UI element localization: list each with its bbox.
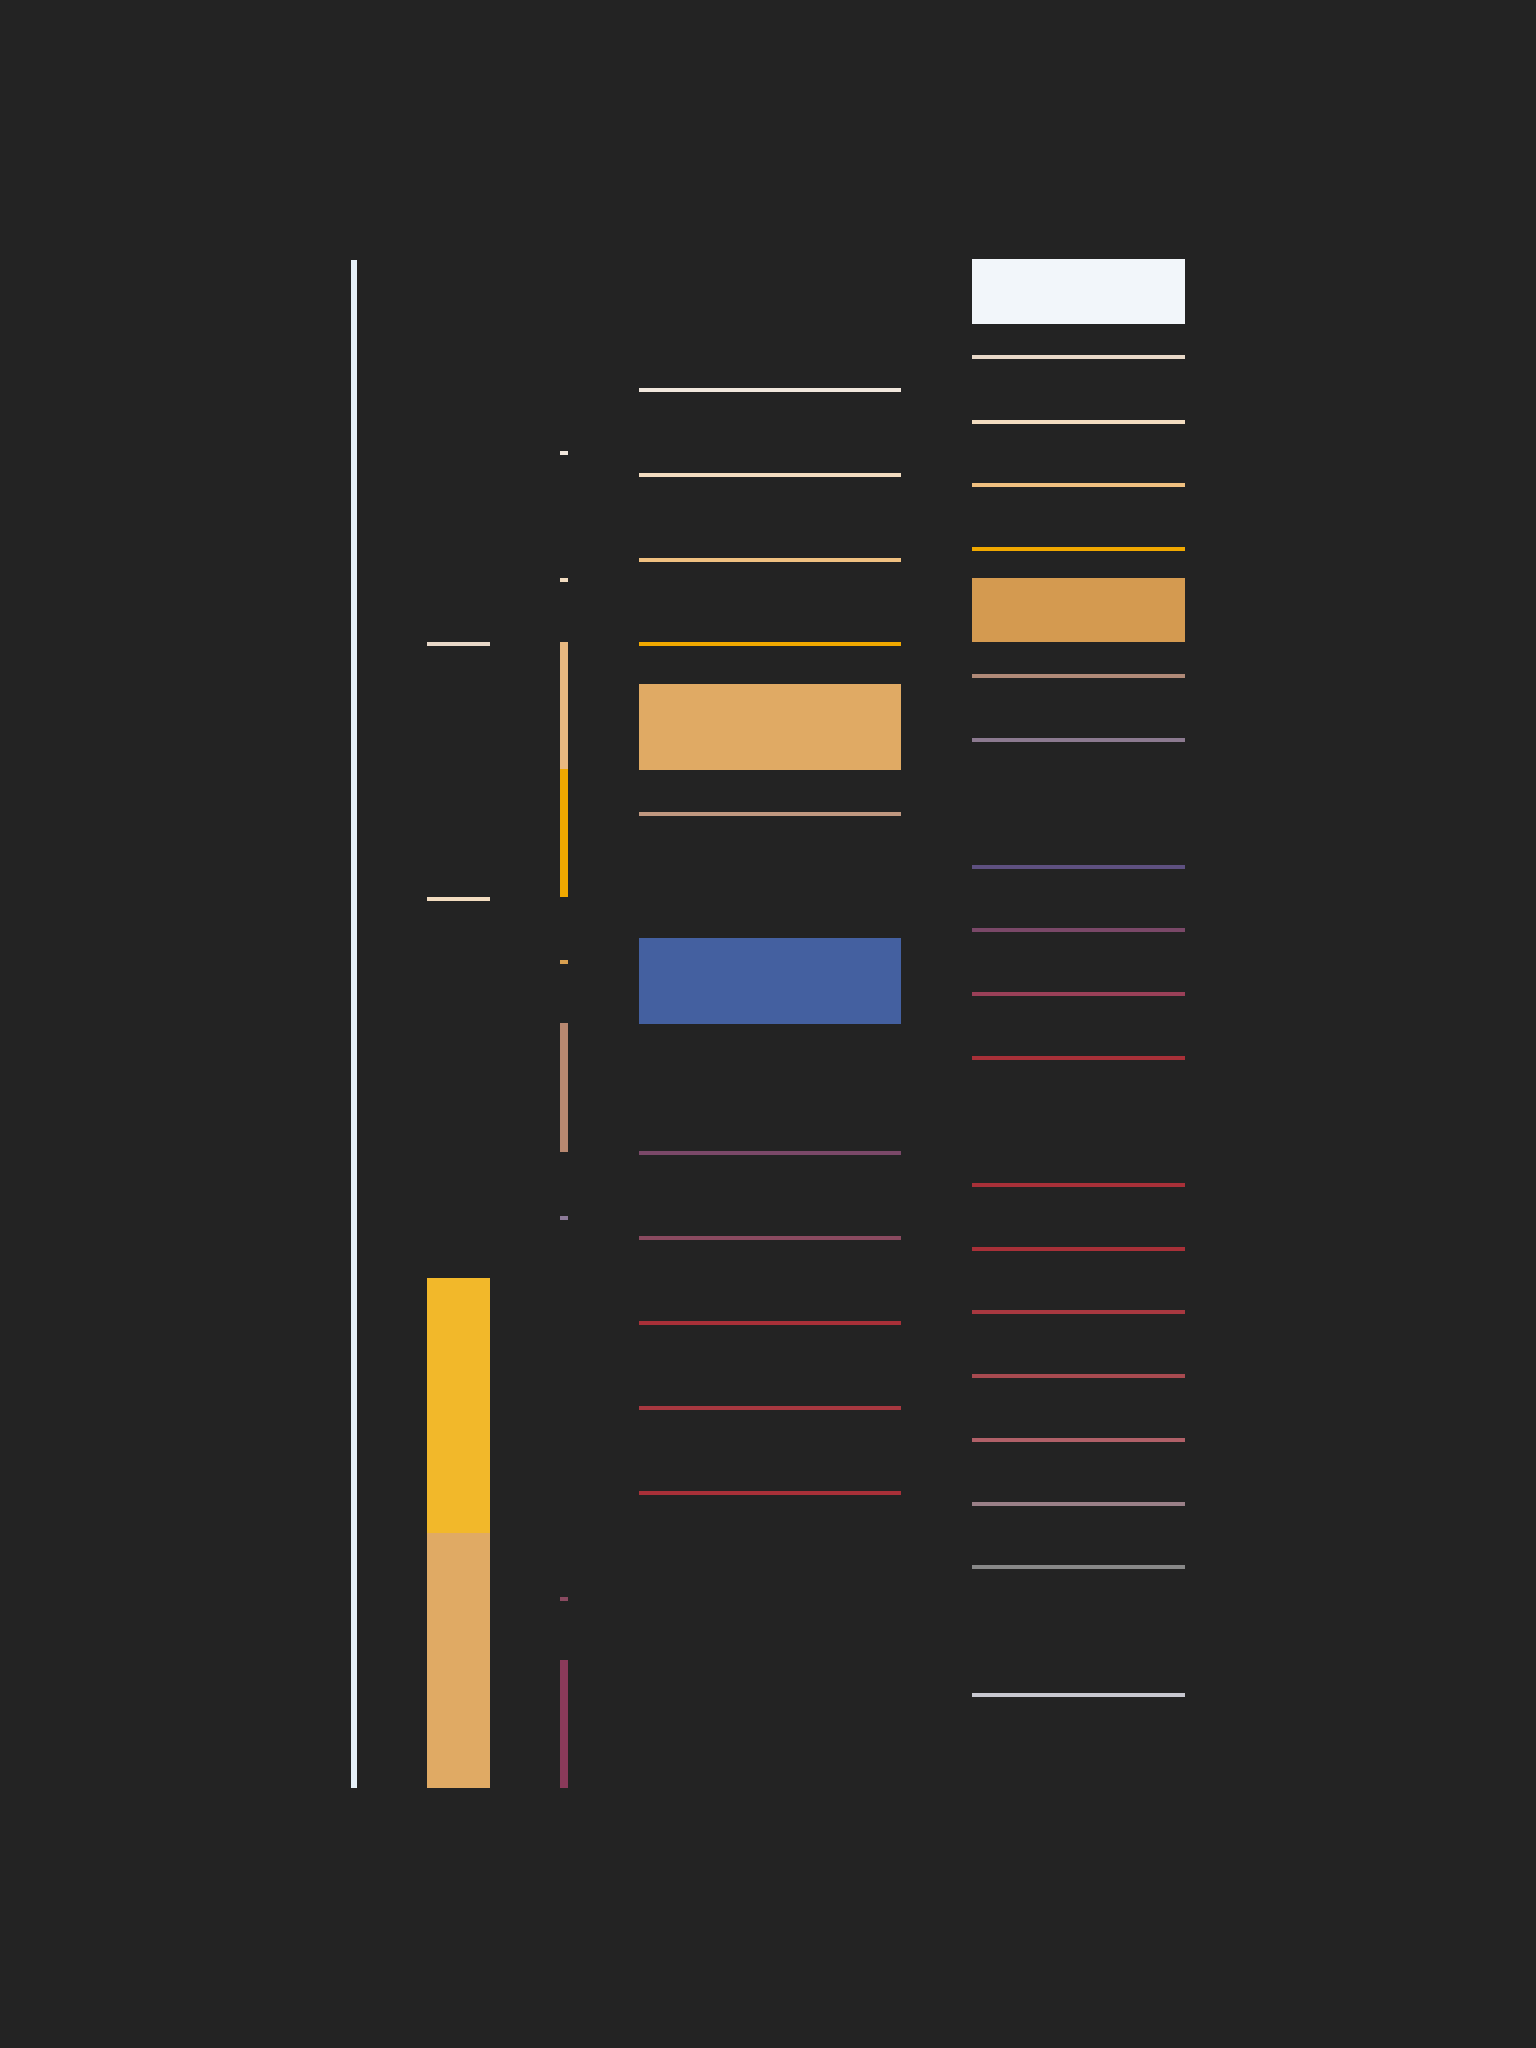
stripe bbox=[972, 738, 1185, 742]
stripe bbox=[972, 928, 1185, 932]
sand-rectangle bbox=[639, 684, 901, 770]
stripe bbox=[639, 1321, 901, 1325]
stripe bbox=[972, 547, 1185, 551]
stripe bbox=[639, 473, 901, 477]
stripe bbox=[639, 1406, 901, 1410]
thin-bar bbox=[560, 769, 568, 897]
stripe bbox=[639, 558, 901, 562]
thin-bar bbox=[560, 642, 568, 769]
tick-mark bbox=[560, 1216, 568, 1220]
stripe bbox=[972, 1374, 1185, 1378]
stripe bbox=[972, 865, 1185, 869]
stripe bbox=[972, 483, 1185, 487]
stripe bbox=[639, 642, 901, 646]
stripe bbox=[972, 1565, 1185, 1569]
stripe bbox=[972, 355, 1185, 359]
ochre-rectangle bbox=[972, 578, 1185, 642]
tick-mark bbox=[560, 451, 568, 455]
stripe bbox=[972, 420, 1185, 424]
tick-mark bbox=[560, 578, 568, 582]
stripe bbox=[972, 1693, 1185, 1697]
tick-mark bbox=[560, 1597, 568, 1601]
blue-rectangle bbox=[639, 938, 901, 1024]
stripe bbox=[972, 1056, 1185, 1060]
short-line bbox=[427, 897, 490, 901]
stripe bbox=[972, 1310, 1185, 1314]
stripe bbox=[972, 1438, 1185, 1442]
yellow-block bbox=[427, 1278, 490, 1533]
stripe bbox=[972, 1183, 1185, 1187]
tick-mark bbox=[560, 960, 568, 964]
stripe bbox=[972, 1502, 1185, 1506]
white-rectangle bbox=[972, 259, 1185, 324]
stripe bbox=[639, 1151, 901, 1155]
stripe bbox=[972, 992, 1185, 996]
stripe bbox=[639, 812, 901, 816]
stripe bbox=[639, 1491, 901, 1495]
vertical-line bbox=[351, 260, 357, 1788]
thin-bar bbox=[560, 1023, 568, 1152]
sand-block bbox=[427, 1533, 490, 1788]
stripe bbox=[639, 1236, 901, 1240]
stripe bbox=[639, 388, 901, 392]
stripe bbox=[972, 674, 1185, 678]
short-line bbox=[427, 642, 490, 646]
thin-bar bbox=[560, 1660, 568, 1788]
stripe bbox=[972, 1247, 1185, 1251]
